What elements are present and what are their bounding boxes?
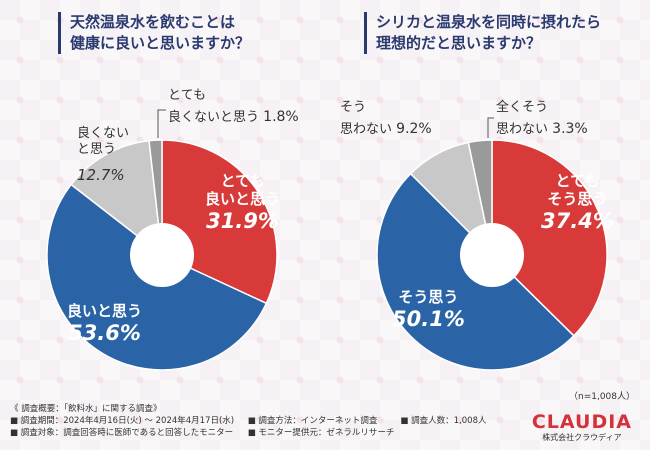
- c2-label-very-think-line2: そう思う: [547, 190, 608, 208]
- question-2-title: シリカと温泉水を同時に摂れたら 理想的だと思いますか？: [364, 12, 601, 54]
- c2-label-not-think-line2: 思わない: [340, 122, 393, 137]
- survey-period: ■ 調査期間：2024年4月16日(火) ～ 2024年4月17日(水): [10, 416, 235, 426]
- c2-label-very-think-line1: とても: [555, 172, 600, 190]
- c2-label-think-line1: そう思う: [398, 288, 459, 306]
- logo-brand: CLAUDIA: [531, 411, 632, 433]
- sample-size-note: （n=1,008人）: [568, 392, 635, 402]
- survey-method: ■ 調査方法：インターネット調査: [247, 416, 378, 426]
- c1-label-good-pct: 53.6%: [68, 321, 141, 345]
- survey-count: ■ 調査人数：1,008人: [400, 416, 487, 426]
- c1-leader-very-not-good: [157, 109, 166, 138]
- c1-label-very-good-pct: 31.9%: [206, 209, 279, 233]
- survey-provider: ■ モニター提供元：ゼネラルリサーチ: [247, 428, 395, 438]
- c2-label-not-think-line1: そう: [340, 100, 367, 115]
- c2-label-not-think: そう 思わない 9.2%: [340, 100, 432, 142]
- c2-slice-0: [491, 139, 608, 337]
- company-logo: CLAUDIA 株式会社クラウディア: [532, 412, 632, 443]
- c2-leader-never-think: [487, 117, 494, 138]
- c2-label-never-think-pct: 3.3%: [552, 121, 588, 137]
- survey-row-1: ■ 調査期間：2024年4月16日(火) ～ 2024年4月17日(水) ■ 調…: [10, 415, 486, 427]
- c1-label-good-line1: 良いと思う: [67, 302, 143, 320]
- c2-label-think: そう思う 50.1%: [392, 288, 465, 332]
- survey-overview-heading: 《 調査概要：「飲料水」に関する調査》: [10, 404, 162, 414]
- survey-row-2: ■ 調査対象：調査回答時に医師であると回答したモニター ■ モニター提供元：ゼネ…: [10, 427, 486, 439]
- c1-label-very-good-line1: とても: [220, 172, 265, 190]
- survey-target: ■ 調査対象：調査回答時に医師であると回答したモニター: [10, 428, 234, 438]
- c2-label-very-think-pct: 37.4%: [541, 209, 614, 233]
- question-1-line2: 健康に良いと思いますか？: [70, 34, 251, 52]
- c2-center-hole: [460, 223, 524, 287]
- c2-label-not-think-pct: 9.2%: [396, 121, 432, 137]
- c1-label-very-not-good: とても 良くないと思う 1.8%: [168, 88, 299, 130]
- c1-label-not-good: 良くない と思う 12.7%: [77, 126, 129, 188]
- c1-label-very-not-good-line1: とても: [168, 88, 206, 103]
- question-2-line1: シリカと温泉水を同時に摂れたら: [376, 13, 602, 31]
- c2-label-never-think-line1: 全くそう: [496, 100, 549, 115]
- c1-label-very-good: とても 良いと思う 31.9%: [205, 172, 280, 234]
- c2-label-never-think: 全くそう 思わない 3.3%: [496, 100, 588, 142]
- survey-overview: 《 調査概要：「飲料水」に関する調査》 ■ 調査期間：2024年4月16日(火)…: [10, 403, 486, 439]
- c1-slice-2: [70, 139, 163, 257]
- question-2-line2: 理想的だと思いますか？: [376, 34, 542, 52]
- c1-label-very-not-good-pct: 1.8%: [263, 109, 299, 125]
- c1-label-good: 良いと思う 53.6%: [67, 302, 142, 346]
- c1-label-not-good-line2: と思う: [77, 142, 117, 157]
- question-1-line1: 天然温泉水を飲むことは: [70, 13, 236, 31]
- c2-label-very-think: とても そう思う 37.4%: [541, 172, 614, 234]
- c1-label-very-not-good-line2: 良くないと思う: [168, 110, 260, 125]
- c1-label-very-good-line2: 良いと思う: [205, 190, 281, 208]
- c1-label-not-good-line1: 良くない: [77, 126, 130, 141]
- c2-label-think-pct: 50.1%: [392, 307, 465, 331]
- c1-center-hole: [130, 223, 194, 287]
- c2-label-never-think-line2: 思わない: [496, 122, 549, 137]
- c1-label-not-good-pct: 12.7%: [77, 166, 125, 184]
- logo-corp-name: 株式会社クラウディア: [542, 433, 622, 442]
- question-1-title: 天然温泉水を飲むことは 健康に良いと思いますか？: [58, 12, 250, 54]
